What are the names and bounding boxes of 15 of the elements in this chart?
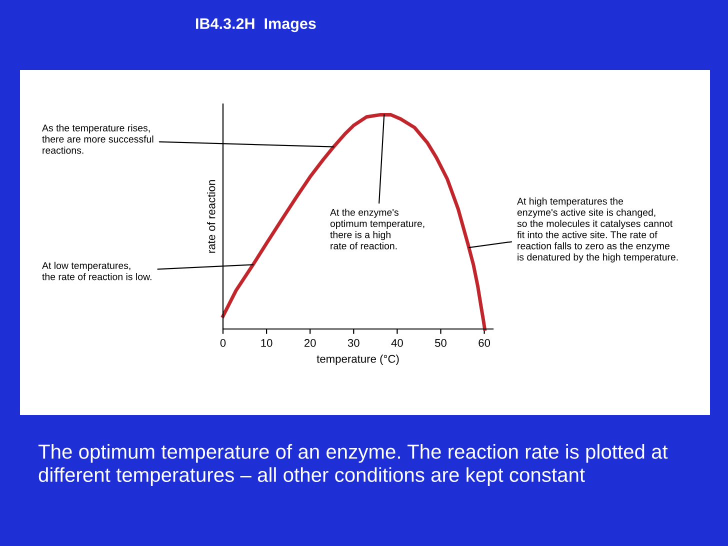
text: The optimum temperature of an enzyme. The reaction rate is plotted at different temperatures – all other conditions are kept constant xyxy=(38,444,668,486)
y-axis-title: rate of reaction xyxy=(207,180,216,253)
x-tick-label: 50 xyxy=(435,339,446,347)
chart-title: IB4.3.2H Images xyxy=(196,18,316,32)
annotation: At the enzyme's optimum temperature, there is a high rate of reaction. xyxy=(330,208,424,250)
x-tick-label: 60 xyxy=(478,339,490,347)
annotation: At high temperatures the enzyme's active site is changed, so the molecules it catalyses cannot fit into the active site. The rate of reaction falls to zero as the enzyme is denatured by the high temperature. xyxy=(517,198,678,262)
x-tick-label: 10 xyxy=(261,339,272,347)
annotation: At low temperatures, the rate of reaction is low. xyxy=(42,262,152,280)
annotation: As the temperature rises, there are more successful reactions. xyxy=(42,124,154,154)
x-tick-label: 30 xyxy=(348,339,360,347)
x-tick-label: 40 xyxy=(391,339,403,347)
x-tick-label: 20 xyxy=(304,339,316,347)
x-tick-label: 0 xyxy=(220,339,226,347)
x-axis-title: temperature (°C) xyxy=(316,354,399,365)
